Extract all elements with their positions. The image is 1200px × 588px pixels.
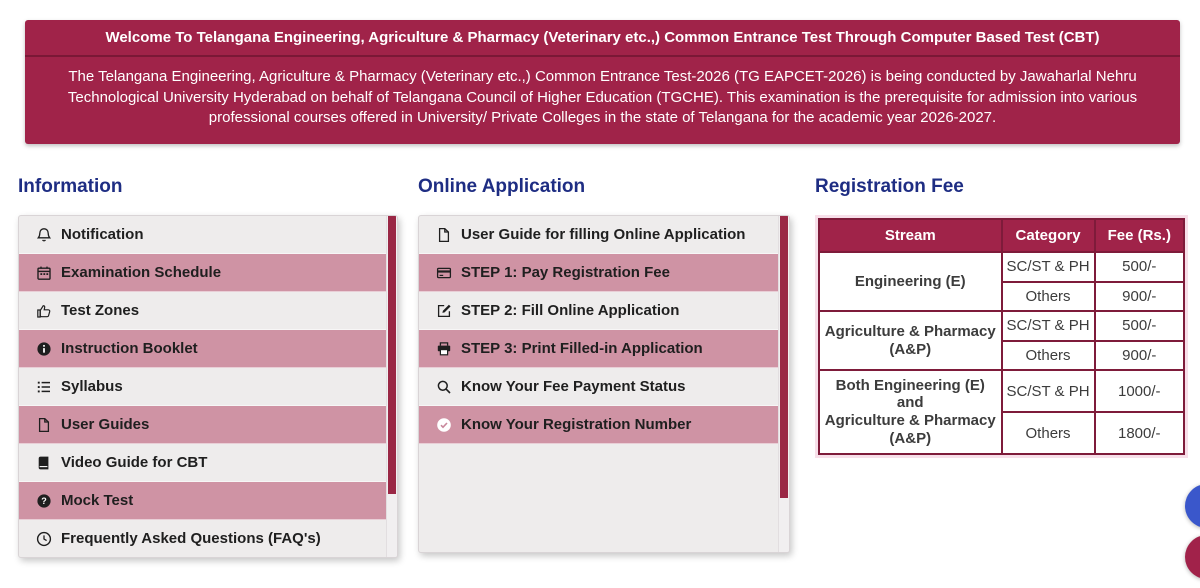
registration-fee-table-container: Stream Category Fee (Rs.) Engineering (E… xyxy=(815,215,1188,458)
online-application-scrollbar-thumb[interactable] xyxy=(780,216,788,498)
online-item-step3-print-application[interactable]: STEP 3: Print Filled-in Application xyxy=(419,330,778,368)
stream-line: Engineering (E) xyxy=(854,272,966,290)
fee-header-fee: Fee (Rs.) xyxy=(1093,218,1186,253)
banner-description: The Telangana Engineering, Agriculture &… xyxy=(67,68,1138,127)
list-icon xyxy=(36,379,52,395)
fee-cell: 1800/- xyxy=(1093,411,1186,455)
bell-icon xyxy=(36,227,52,243)
fee-header-stream: Stream xyxy=(818,218,1003,253)
information-heading: Information xyxy=(18,176,123,197)
stream-cell-agriculture-pharmacy: Agriculture & Pharmacy (A&P) xyxy=(818,310,1003,372)
stream-line: (A&P) xyxy=(889,429,932,447)
info-item-label: User Guides xyxy=(61,416,150,433)
info-item-notification[interactable]: Notification xyxy=(19,216,386,254)
info-item-instruction-booklet[interactable]: Instruction Booklet xyxy=(19,330,386,368)
file-icon xyxy=(36,417,52,433)
stream-line: and xyxy=(896,394,924,412)
check-circle-icon xyxy=(436,417,452,433)
banner-title: Welcome To Telangana Engineering, Agricu… xyxy=(25,20,1180,57)
info-item-syllabus[interactable]: Syllabus xyxy=(19,368,386,406)
info-item-mock-test[interactable]: ? Mock Test xyxy=(19,482,386,520)
online-item-registration-number[interactable]: Know Your Registration Number xyxy=(419,406,778,444)
online-item-fee-payment-status[interactable]: Know Your Fee Payment Status xyxy=(419,368,778,406)
fee-table-header-row: Stream Category Fee (Rs.) xyxy=(818,218,1186,253)
info-item-label: Video Guide for CBT xyxy=(61,454,208,471)
question-circle-icon: ? xyxy=(36,493,52,509)
online-application-panel: User Guide for filling Online Applicatio… xyxy=(418,215,790,553)
floating-action-maroon-button[interactable] xyxy=(1185,535,1200,579)
online-item-user-guide[interactable]: User Guide for filling Online Applicatio… xyxy=(419,216,778,254)
category-cell: Others xyxy=(1000,339,1096,372)
online-application-heading: Online Application xyxy=(418,176,586,197)
table-row: Others 900/- xyxy=(819,339,1186,372)
info-item-label: Syllabus xyxy=(61,378,123,395)
fee-cell: 500/- xyxy=(1093,310,1186,342)
registration-fee-heading: Registration Fee xyxy=(815,176,964,197)
info-circle-icon xyxy=(36,341,52,357)
fee-cell: 900/- xyxy=(1093,280,1186,313)
book-icon xyxy=(36,455,52,471)
registration-fee-table: Stream Category Fee (Rs.) Engineering (E… xyxy=(818,218,1186,455)
information-scrollbar-thumb[interactable] xyxy=(388,216,396,494)
calendar-icon xyxy=(36,265,52,281)
online-item-label: Know Your Registration Number xyxy=(461,416,692,433)
floating-action-blue-button[interactable] xyxy=(1185,484,1200,528)
info-item-test-zones[interactable]: Test Zones xyxy=(19,292,386,330)
online-item-label: Know Your Fee Payment Status xyxy=(461,378,686,395)
online-application-scrollbar[interactable] xyxy=(778,216,789,552)
info-item-video-guide[interactable]: Video Guide for CBT xyxy=(19,444,386,482)
info-item-label: Test Zones xyxy=(61,302,140,319)
info-item-label: Mock Test xyxy=(61,492,134,509)
table-row: Others 1800/- xyxy=(819,411,1186,455)
table-row: Others 900/- xyxy=(819,280,1186,313)
online-item-label: STEP 1: Pay Registration Fee xyxy=(461,264,670,281)
clock-icon xyxy=(36,531,52,547)
online-item-step1-pay-fee[interactable]: STEP 1: Pay Registration Fee xyxy=(419,254,778,292)
stream-cell-both: Both Engineering (E) and Agriculture & P… xyxy=(818,369,1003,455)
online-item-step2-fill-application[interactable]: STEP 2: Fill Online Application xyxy=(419,292,778,330)
edit-icon xyxy=(436,303,452,319)
search-icon xyxy=(436,379,452,395)
info-item-label: Frequently Asked Questions (FAQ's) xyxy=(61,530,321,547)
thumbs-up-icon xyxy=(36,303,52,319)
category-cell: Others xyxy=(1000,411,1096,455)
info-item-label: Instruction Booklet xyxy=(61,340,198,357)
table-row: Both Engineering (E) and Agriculture & P… xyxy=(818,369,1186,455)
info-item-examination-schedule[interactable]: Examination Schedule xyxy=(19,254,386,292)
category-cell: SC/ST & PH xyxy=(1000,310,1096,342)
stream-line: Both Engineering (E) xyxy=(835,376,985,394)
information-scrollbar[interactable] xyxy=(386,216,397,557)
stream-line: (A&P) xyxy=(889,340,932,358)
online-item-label: STEP 2: Fill Online Application xyxy=(461,302,680,319)
online-item-label: User Guide for filling Online Applicatio… xyxy=(461,226,746,243)
category-cell: SC/ST & PH xyxy=(1000,251,1096,283)
welcome-banner: Welcome To Telangana Engineering, Agricu… xyxy=(25,20,1180,145)
table-row: Engineering (E) SC/ST & PH 500/- xyxy=(818,250,1186,313)
category-cell: Others xyxy=(1000,280,1096,313)
stream-cell-engineering: Engineering (E) xyxy=(818,250,1003,313)
info-item-label: Examination Schedule xyxy=(61,264,222,281)
fee-header-category: Category xyxy=(1000,218,1096,253)
online-item-label: STEP 3: Print Filled-in Application xyxy=(461,340,703,357)
printer-icon xyxy=(436,341,452,357)
svg-text:?: ? xyxy=(41,496,47,506)
category-cell: SC/ST & PH xyxy=(1000,369,1096,414)
file-icon xyxy=(436,227,452,243)
credit-card-icon xyxy=(436,265,452,281)
stream-line: Agriculture & Pharmacy xyxy=(824,323,996,341)
info-item-label: Notification xyxy=(61,226,144,243)
fee-cell: 1000/- xyxy=(1093,369,1186,414)
fee-cell: 500/- xyxy=(1093,251,1186,283)
info-item-faq[interactable]: Frequently Asked Questions (FAQ's) xyxy=(19,520,386,557)
table-row: Agriculture & Pharmacy (A&P) SC/ST & PH … xyxy=(818,310,1186,372)
information-panel: Notification Examination Schedule Test Z… xyxy=(18,215,398,558)
stream-line: Agriculture & Pharmacy xyxy=(824,412,996,430)
info-item-user-guides[interactable]: User Guides xyxy=(19,406,386,444)
fee-cell: 900/- xyxy=(1093,339,1186,372)
